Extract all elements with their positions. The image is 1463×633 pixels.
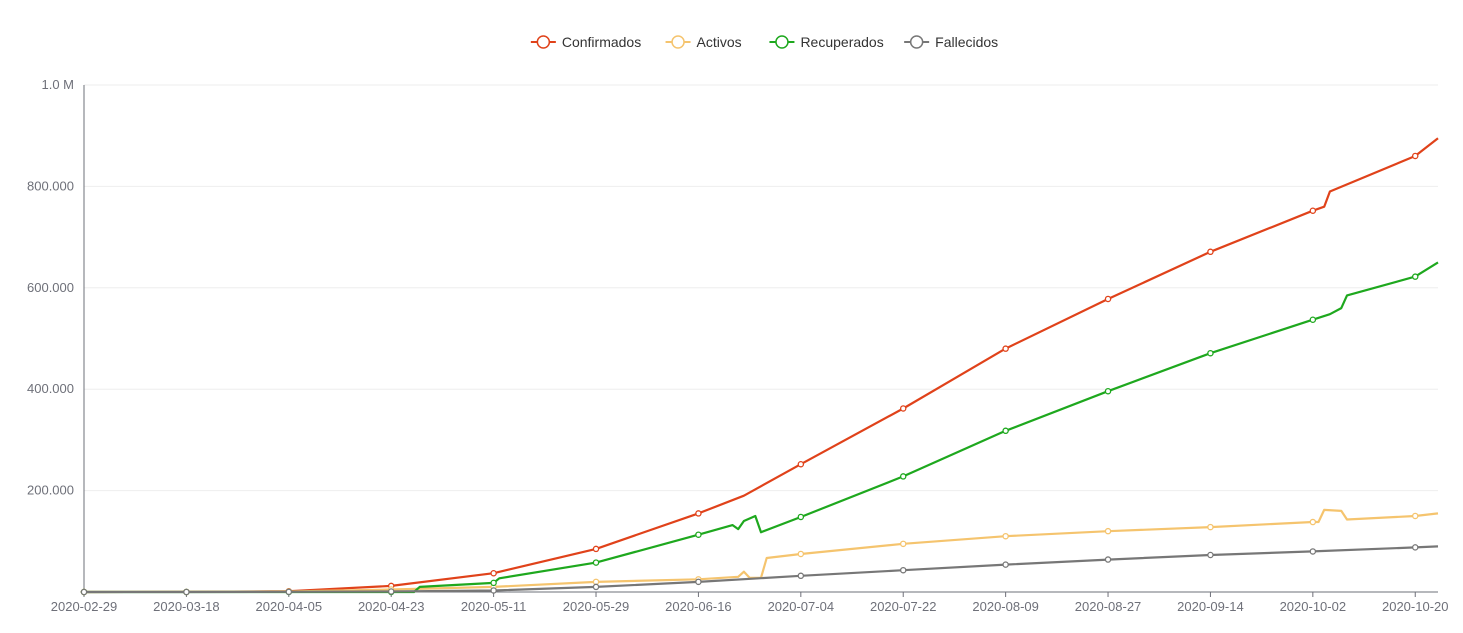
y-tick-label: 600.000 — [27, 280, 74, 295]
data-point-recuperados[interactable] — [899, 473, 907, 480]
data-point-confirmados[interactable] — [1207, 248, 1214, 256]
data-point-recuperados[interactable] — [1104, 387, 1112, 395]
legend-marker-confirmados — [536, 35, 551, 49]
x-tick-label: 2020-10-20 — [1382, 599, 1449, 614]
x-tick-label: 2020-07-04 — [768, 599, 835, 614]
data-point-fallecidos[interactable] — [1207, 551, 1214, 559]
data-point-fallecidos[interactable] — [695, 578, 702, 586]
legend-marker-recuperados — [775, 35, 789, 49]
data-point-activos[interactable] — [592, 578, 600, 586]
data-point-fallecidos[interactable] — [899, 566, 907, 574]
x-tick-label: 2020-10-02 — [1280, 599, 1347, 614]
x-tick-label: 2020-06-16 — [665, 599, 732, 614]
data-point-confirmados[interactable] — [1309, 207, 1317, 214]
x-tick-label: 2020-05-29 — [563, 599, 630, 614]
y-tick-label: 200.000 — [27, 483, 74, 498]
data-point-confirmados[interactable] — [490, 569, 497, 577]
data-point-activos[interactable] — [1002, 532, 1009, 540]
data-point-fallecidos[interactable] — [1411, 544, 1419, 551]
legend-label-fallecidos: Fallecidos — [935, 34, 998, 50]
data-point-recuperados[interactable] — [1207, 349, 1214, 357]
data-point-confirmados[interactable] — [1104, 295, 1112, 303]
legend-item-confirmados[interactable]: Confirmados — [530, 34, 641, 50]
data-point-recuperados[interactable] — [592, 559, 600, 566]
data-point-fallecidos[interactable] — [183, 588, 190, 596]
data-point-fallecidos[interactable] — [80, 588, 88, 596]
data-point-recuperados[interactable] — [1002, 427, 1009, 435]
data-point-confirmados[interactable] — [797, 460, 805, 468]
data-point-confirmados[interactable] — [899, 405, 907, 412]
legend-item-fallecidos[interactable]: Fallecidos — [904, 34, 998, 50]
y-tick-label: 1.0 M — [41, 77, 74, 92]
series-line-activos — [83, 508, 1439, 594]
data-point-fallecidos[interactable] — [797, 572, 805, 580]
legend-label-activos: Activos — [697, 34, 742, 50]
y-tick-label: 400.000 — [27, 381, 74, 396]
legend-marker-fallecidos — [909, 35, 924, 49]
data-point-recuperados[interactable] — [695, 531, 702, 538]
data-point-recuperados[interactable] — [797, 513, 805, 521]
x-tick-label: 2020-04-23 — [358, 599, 425, 614]
data-point-fallecidos[interactable] — [387, 588, 395, 595]
data-point-activos[interactable] — [797, 550, 805, 558]
data-point-activos[interactable] — [1309, 518, 1317, 526]
data-point-confirmados[interactable] — [1002, 345, 1009, 352]
legend-item-recuperados[interactable]: Recuperados — [769, 34, 884, 50]
data-point-activos[interactable] — [1207, 523, 1214, 531]
data-point-fallecidos[interactable] — [592, 583, 600, 591]
data-point-activos[interactable] — [1411, 512, 1419, 520]
data-point-recuperados[interactable] — [1309, 316, 1317, 323]
data-point-fallecidos[interactable] — [1104, 556, 1112, 563]
data-point-fallecidos[interactable] — [285, 588, 293, 596]
data-point-activos[interactable] — [899, 540, 907, 548]
series-line-fallecidos — [84, 545, 1439, 594]
x-tick-label: 2020-09-14 — [1177, 599, 1244, 614]
x-tick-label: 2020-04-05 — [256, 599, 323, 614]
x-tick-label: 2020-02-29 — [51, 599, 118, 614]
data-point-recuperados[interactable] — [490, 579, 497, 587]
legend-label-confirmados: Confirmados — [562, 34, 641, 50]
legend-marker-activos — [671, 35, 685, 49]
legend-item-activos[interactable]: Activos — [665, 34, 742, 50]
x-tick-label: 2020-08-27 — [1075, 599, 1142, 614]
data-point-fallecidos[interactable] — [490, 587, 497, 594]
data-point-activos[interactable] — [1104, 527, 1112, 535]
series-line-confirmados — [83, 137, 1439, 594]
data-point-fallecidos[interactable] — [1309, 548, 1317, 555]
legend-label-recuperados: Recuperados — [800, 34, 883, 50]
x-tick-label: 2020-03-18 — [153, 599, 220, 614]
x-tick-label: 2020-08-09 — [972, 599, 1039, 614]
data-point-recuperados[interactable] — [1411, 273, 1419, 280]
x-tick-label: 2020-07-22 — [870, 599, 937, 614]
series-line-recuperados — [84, 261, 1439, 594]
data-point-confirmados[interactable] — [695, 510, 702, 517]
data-point-confirmados[interactable] — [1411, 152, 1419, 160]
x-tick-label: 2020-05-11 — [461, 599, 527, 614]
y-tick-label: 800.000 — [27, 178, 74, 193]
data-point-confirmados[interactable] — [592, 545, 600, 553]
data-point-fallecidos[interactable] — [1002, 561, 1009, 568]
